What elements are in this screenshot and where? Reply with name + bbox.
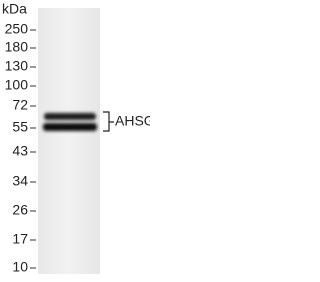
marker-label: 55 xyxy=(12,119,28,135)
marker-label: 180 xyxy=(5,39,29,55)
band-upper xyxy=(44,113,96,120)
marker-label: 130 xyxy=(5,58,29,74)
marker-label: 26 xyxy=(12,202,28,218)
marker-label: 34 xyxy=(12,173,28,189)
western-blot: AHSG kDa 250 180 130 100 72 55 43 34 26 17 10 xyxy=(2,1,155,275)
bracket xyxy=(103,111,114,132)
lane xyxy=(38,8,100,274)
marker-label: 250 xyxy=(5,21,29,37)
marker-label: 43 xyxy=(12,143,28,159)
marker-label: 17 xyxy=(12,231,28,247)
band-label: AHSG xyxy=(115,113,150,129)
marker-label: 100 xyxy=(5,77,29,93)
bands xyxy=(43,113,97,131)
band-lower xyxy=(43,123,97,131)
unit-label: kDa xyxy=(2,1,27,17)
marker-label: 72 xyxy=(12,97,28,113)
marker-label: 10 xyxy=(12,259,28,275)
